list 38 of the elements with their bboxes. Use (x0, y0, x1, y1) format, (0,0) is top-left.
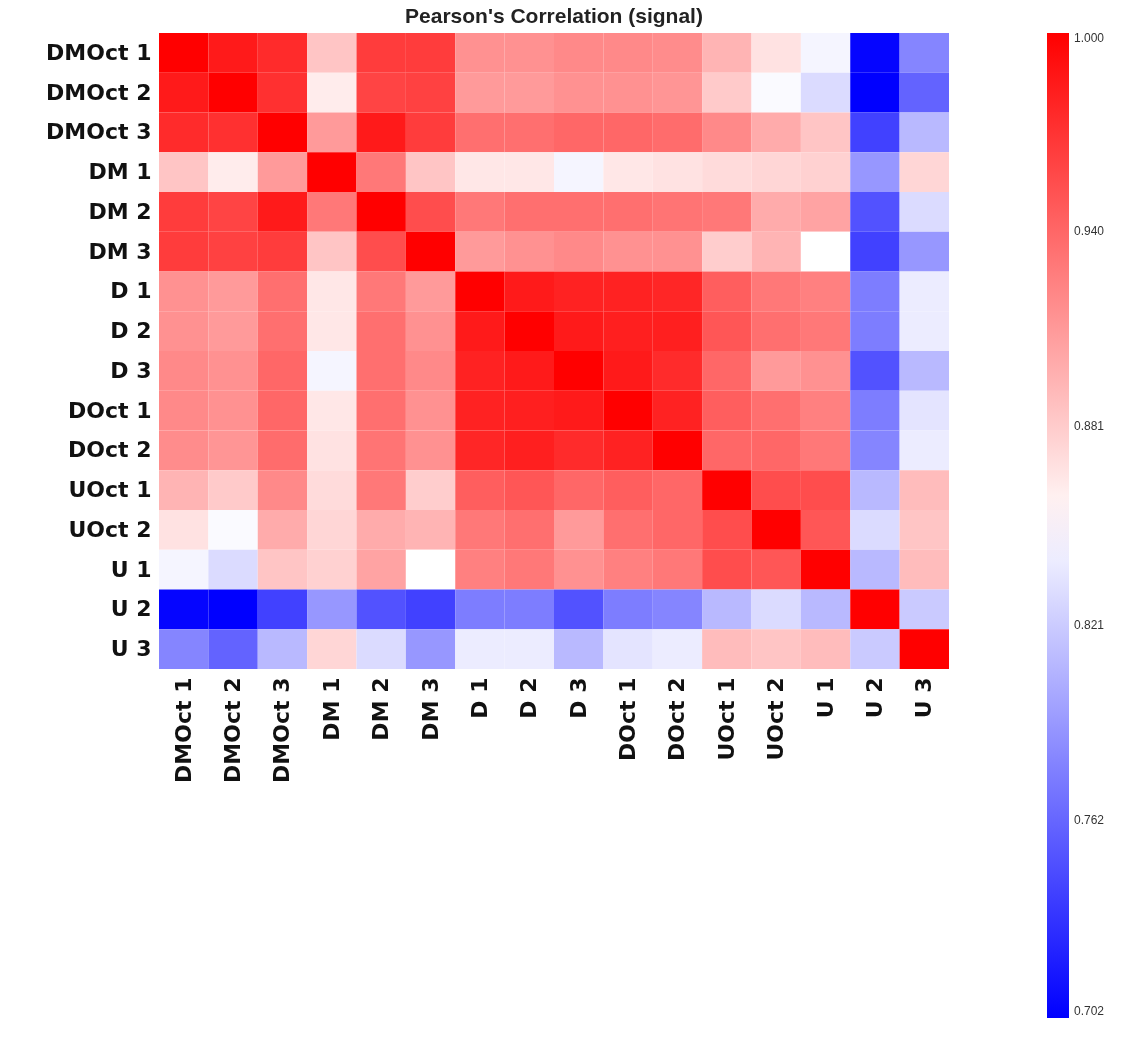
y-tick-label: DOct 1 (68, 397, 152, 423)
color-bar-label: 0.940 (1074, 224, 1105, 239)
x-tick-label: DMOct 2 (220, 677, 246, 783)
y-tick-label: U 2 (110, 596, 152, 622)
y-tick-label: D 2 (110, 318, 152, 344)
y-tick-label: U 1 (110, 556, 152, 582)
y-tick-label: UOct 2 (68, 516, 152, 542)
x-tick-label: D 2 (516, 677, 542, 719)
y-tick-label: DM 3 (88, 238, 152, 264)
chart-title: Pearson's Correlation (signal) (405, 4, 703, 27)
y-tick-label: DMOct 2 (46, 79, 152, 105)
y-tick-label: D 3 (110, 357, 152, 383)
x-tick-label: DM 2 (368, 677, 394, 741)
color-bar-label: 0.881 (1074, 419, 1105, 434)
y-tick-label: U 3 (110, 636, 152, 662)
x-tick-label: DM 1 (318, 677, 344, 741)
color-bar-label: 0.702 (1074, 1004, 1105, 1018)
x-tick-label: UOct 1 (713, 677, 739, 761)
y-tick-label: D 1 (110, 278, 152, 304)
color-bar-label: 1.000 (1074, 31, 1105, 45)
x-tick-label: U 1 (812, 677, 838, 719)
y-tick-label: DM 1 (88, 159, 152, 185)
x-tick-label: U 3 (911, 677, 937, 719)
x-tick-label: D 3 (565, 677, 591, 719)
y-tick-label: DOct 2 (68, 437, 152, 463)
y-tick-label: UOct 1 (68, 477, 152, 503)
color-bar-label: 0.762 (1074, 812, 1105, 827)
y-tick-label: DM 2 (88, 198, 152, 224)
x-tick-label: DM 3 (417, 677, 443, 741)
x-tick-label: DOct 2 (664, 677, 690, 761)
color-bar-label: 0.821 (1074, 617, 1105, 632)
y-tick-label: DMOct 3 (46, 119, 152, 145)
x-tick-label: D 1 (466, 677, 492, 719)
x-tick-label: UOct 2 (763, 677, 789, 761)
x-tick-label: U 2 (861, 677, 887, 719)
y-tick-label: DMOct 1 (46, 39, 152, 65)
x-tick-label: DMOct 3 (269, 677, 295, 783)
x-tick-label: DOct 1 (615, 677, 641, 761)
